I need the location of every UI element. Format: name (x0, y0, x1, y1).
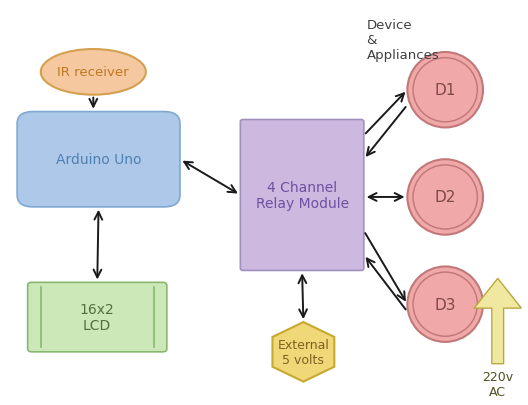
Text: Device
&
Appliances: Device & Appliances (366, 19, 439, 62)
FancyArrow shape (474, 279, 521, 364)
Text: 220v
AC: 220v AC (482, 370, 513, 398)
Ellipse shape (408, 267, 483, 342)
Text: D1: D1 (435, 83, 456, 98)
Ellipse shape (408, 53, 483, 128)
Ellipse shape (413, 59, 477, 122)
FancyBboxPatch shape (17, 112, 180, 207)
FancyBboxPatch shape (240, 120, 364, 271)
Text: Arduino Uno: Arduino Uno (56, 153, 142, 167)
Ellipse shape (408, 160, 483, 235)
Ellipse shape (413, 166, 477, 230)
Text: D2: D2 (435, 190, 456, 205)
Ellipse shape (41, 50, 146, 96)
FancyBboxPatch shape (27, 283, 167, 352)
Text: 4 Channel
Relay Module: 4 Channel Relay Module (256, 180, 348, 211)
Text: D3: D3 (435, 297, 456, 312)
Polygon shape (272, 322, 334, 382)
Text: External
5 volts: External 5 volts (277, 338, 329, 366)
Text: IR receiver: IR receiver (58, 66, 129, 79)
Ellipse shape (413, 273, 477, 337)
Text: 16x2
LCD: 16x2 LCD (80, 302, 115, 333)
